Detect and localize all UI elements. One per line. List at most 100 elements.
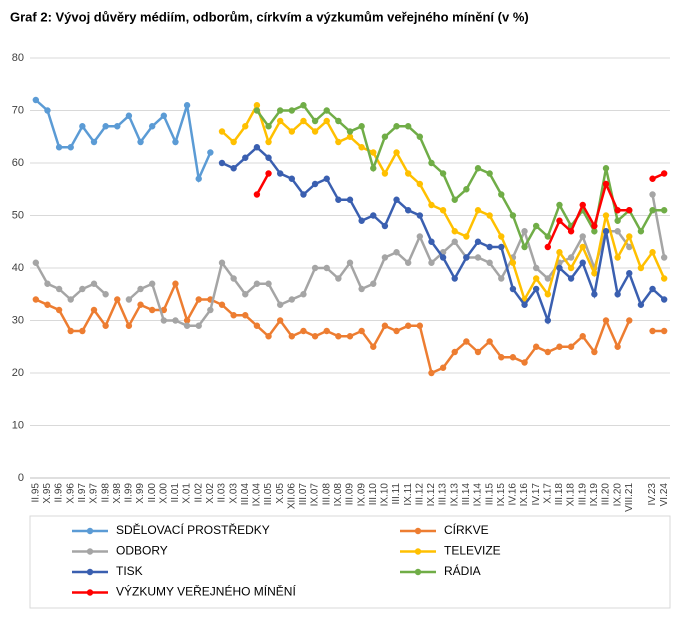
data-point (335, 196, 342, 203)
data-point (44, 107, 51, 114)
x-tick-label: X.03 (228, 483, 239, 504)
x-tick-label: II.01 (170, 483, 181, 503)
data-point (381, 322, 389, 329)
x-tick-label: IX.07 (310, 483, 321, 507)
data-point (148, 306, 156, 314)
data-point (567, 275, 575, 282)
data-point (358, 217, 365, 224)
data-point (358, 285, 365, 293)
data-point (556, 201, 563, 209)
data-point (276, 301, 284, 308)
x-tick-label: IX.04 (252, 483, 263, 507)
data-point (451, 196, 458, 203)
data-point (439, 170, 447, 177)
y-tick-label: 40 (12, 262, 24, 274)
data-point (300, 291, 307, 298)
data-point (509, 285, 517, 293)
data-point (428, 159, 435, 167)
data-point (591, 348, 598, 356)
x-tick-label: III.08 (321, 483, 332, 506)
y-tick-label: 80 (12, 52, 24, 64)
data-point (556, 264, 563, 272)
data-point (498, 243, 505, 251)
data-point (602, 165, 610, 172)
data-point (393, 123, 400, 130)
data-point (416, 233, 424, 240)
data-point (439, 254, 447, 261)
data-point (451, 228, 458, 235)
legend-marker (86, 548, 94, 555)
data-point (195, 296, 202, 303)
data-point (300, 117, 307, 125)
data-point (463, 233, 470, 240)
data-point (579, 243, 586, 251)
data-point (637, 228, 645, 235)
x-tick-label: X.95 (42, 483, 53, 504)
data-point (242, 291, 249, 298)
data-point (649, 207, 656, 214)
data-point (358, 327, 365, 335)
data-point (148, 280, 156, 287)
data-point (102, 123, 109, 130)
data-point (498, 233, 505, 240)
x-tick-label: III.04 (240, 483, 251, 506)
data-point (311, 180, 319, 188)
data-point (67, 144, 74, 151)
data-point (509, 259, 517, 266)
data-point (579, 201, 586, 209)
data-point (649, 285, 656, 293)
data-point (626, 233, 633, 240)
x-tick-label: II.02 (193, 483, 204, 503)
data-point (265, 333, 272, 340)
x-tick-label: VIII.21 (624, 483, 635, 512)
data-point (428, 369, 435, 377)
legend-label: SDĚLOVACÍ PROSTŘEDKY (116, 522, 270, 537)
data-point (195, 175, 202, 182)
data-point (428, 238, 435, 245)
legend-label: CÍRKVE (444, 522, 489, 537)
data-point (544, 348, 552, 356)
data-point (509, 354, 517, 361)
data-point (498, 275, 505, 282)
data-point (218, 128, 226, 135)
data-point (114, 296, 121, 303)
data-point (79, 327, 86, 335)
x-tick-label: IX.10 (380, 483, 391, 507)
data-point (44, 280, 51, 287)
x-tick-label: IX.13 (449, 483, 460, 507)
data-point (311, 117, 319, 125)
data-point (626, 243, 633, 251)
data-point (276, 317, 284, 324)
data-point (265, 154, 272, 161)
data-point (416, 180, 424, 188)
x-tick-label: X.01 (182, 483, 193, 504)
data-point (660, 170, 668, 177)
data-point (346, 133, 354, 140)
data-point (172, 138, 179, 146)
data-point (602, 228, 610, 235)
data-point (521, 228, 528, 235)
data-point (125, 112, 133, 119)
data-point (335, 333, 342, 340)
data-point (404, 170, 412, 177)
x-tick-label: IX.20 (612, 483, 623, 507)
data-point (288, 175, 296, 182)
data-point (253, 322, 261, 329)
data-point (137, 138, 144, 146)
data-point (160, 317, 168, 324)
legend-marker (414, 568, 422, 576)
data-point (288, 296, 296, 303)
data-point (393, 327, 400, 335)
data-point (276, 117, 284, 125)
data-point (614, 207, 621, 214)
data-point (381, 133, 389, 140)
data-point (370, 212, 377, 219)
data-point (207, 149, 214, 156)
data-point (323, 107, 330, 114)
data-point (649, 327, 656, 335)
data-point (556, 249, 563, 256)
x-tick-label: X.02 (205, 483, 216, 504)
legend-label: VÝZKUMY VEŘEJNÉHO MÍNĚNÍ (116, 584, 296, 599)
data-point (614, 254, 621, 261)
x-tick-label: III.14 (461, 483, 472, 506)
